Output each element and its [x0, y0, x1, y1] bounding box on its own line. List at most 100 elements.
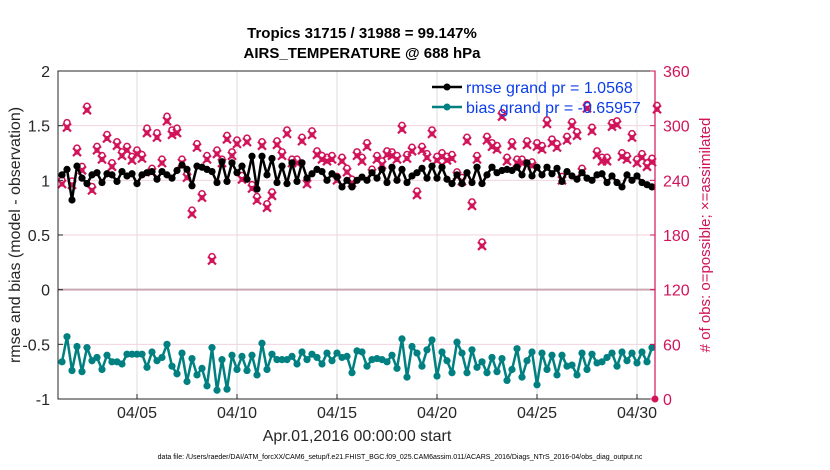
- rmse-point: [453, 171, 461, 179]
- x-center: [469, 203, 475, 209]
- bias-point: [453, 338, 461, 346]
- bias-point: [558, 351, 566, 359]
- rmse-point: [278, 162, 286, 170]
- obs-assimilated-marker: [537, 144, 547, 155]
- x-center: [204, 156, 210, 162]
- rmse-point: [383, 178, 391, 187]
- x-center: [419, 147, 425, 153]
- bias-point: [503, 376, 511, 385]
- rmse-point: [73, 162, 81, 170]
- rmse-point: [363, 176, 371, 184]
- obs-assimilated-marker: [522, 140, 532, 150]
- x-center: [474, 156, 480, 162]
- rmse-point: [648, 183, 656, 191]
- x-center: [64, 124, 70, 131]
- series-layer: [57, 100, 662, 394]
- obs-assimilated-marker: [582, 103, 592, 114]
- bias-point: [488, 353, 496, 362]
- x-center: [574, 133, 580, 139]
- rmse-point: [628, 176, 636, 184]
- obs-assimilated-marker: [297, 136, 307, 146]
- x-center: [284, 131, 290, 137]
- x-center: [84, 107, 90, 113]
- bias-point: [203, 382, 211, 390]
- x-axis-label: Apr.01,2016 00:00:00 start: [263, 428, 452, 445]
- bias-point: [148, 348, 156, 356]
- x-center: [449, 155, 455, 162]
- bias-point: [78, 368, 86, 376]
- x-center: [89, 187, 95, 193]
- x-center: [194, 144, 200, 151]
- x-center: [74, 149, 80, 155]
- obs-assimilated-marker: [477, 241, 487, 251]
- bias-point: [608, 349, 616, 357]
- y-right-tick-label: 360: [663, 64, 690, 81]
- data-file-footer: data file: /Users/raeder/DAI/ATM_forcXX/…: [158, 454, 643, 461]
- obs-assimilated-marker: [72, 147, 82, 157]
- bias-point: [193, 371, 201, 379]
- rmse-point: [348, 183, 356, 191]
- legend-bias-label: bias grand pr = -0.65957: [466, 100, 641, 117]
- bias-point: [288, 352, 296, 360]
- bias-point: [248, 351, 256, 359]
- x-center: [59, 181, 65, 187]
- x-center: [524, 142, 530, 148]
- x-center: [529, 163, 535, 169]
- rmse-point: [573, 175, 581, 183]
- x-center: [464, 138, 470, 144]
- rmse-point: [463, 169, 471, 177]
- obs-assimilated-marker: [602, 156, 612, 166]
- obs-assimilated-marker: [62, 122, 72, 133]
- obs-assimilated-marker: [402, 153, 412, 164]
- bias-point: [443, 357, 451, 365]
- obs-assimilated-marker: [112, 140, 122, 151]
- rmse-point: [133, 180, 141, 188]
- obs-assimilated-marker: [202, 154, 212, 165]
- obs-assimilated-marker: [422, 152, 432, 163]
- rmse-point: [68, 196, 76, 204]
- obs-assimilated-marker: [362, 141, 372, 152]
- rmse-point: [388, 163, 396, 171]
- rmse-point: [178, 161, 186, 169]
- x-center: [394, 156, 400, 162]
- bias-point: [458, 349, 466, 357]
- rmse-point: [208, 167, 216, 176]
- y-right-tick-label: 180: [663, 228, 690, 245]
- x-center: [589, 128, 595, 134]
- rmse-point: [618, 183, 626, 191]
- rmse-point: [323, 176, 331, 184]
- rmse-point: [513, 163, 521, 171]
- bias-point: [363, 362, 371, 370]
- rmse-point: [598, 170, 606, 178]
- series-obs_assimilated: [57, 103, 662, 266]
- obs-assimilated-marker: [97, 154, 107, 165]
- obs-assimilated-marker: [272, 140, 282, 150]
- x-center: [154, 134, 160, 141]
- y-axis-left-ticks: -1 -0.5 0 0.5 1 1.5 2: [22, 64, 63, 409]
- bias-point: [628, 349, 636, 357]
- bias-point: [553, 371, 561, 379]
- rmse-point: [343, 176, 351, 184]
- bias-point: [273, 356, 281, 364]
- rmse-point: [293, 177, 301, 186]
- bias-point: [388, 351, 396, 359]
- grid-lines: [58, 71, 655, 399]
- bias-point: [568, 361, 576, 369]
- bias-point: [58, 358, 66, 366]
- rmse-point: [83, 180, 91, 188]
- bias-point: [613, 362, 621, 370]
- x-tick-label: 04/10: [217, 405, 257, 422]
- legend-bias-marker: [443, 103, 451, 111]
- rmse-point: [393, 176, 401, 184]
- bias-point: [398, 335, 406, 343]
- x-center: [614, 122, 620, 128]
- obs-assimilated-marker: [207, 255, 217, 266]
- bias-point: [68, 366, 76, 375]
- x-center: [604, 158, 610, 164]
- x-center: [479, 243, 485, 249]
- x-center: [94, 147, 100, 153]
- x-center: [409, 148, 415, 154]
- bias-point: [223, 385, 231, 393]
- rmse-point: [473, 163, 481, 171]
- obs-assimilated-marker: [282, 129, 292, 139]
